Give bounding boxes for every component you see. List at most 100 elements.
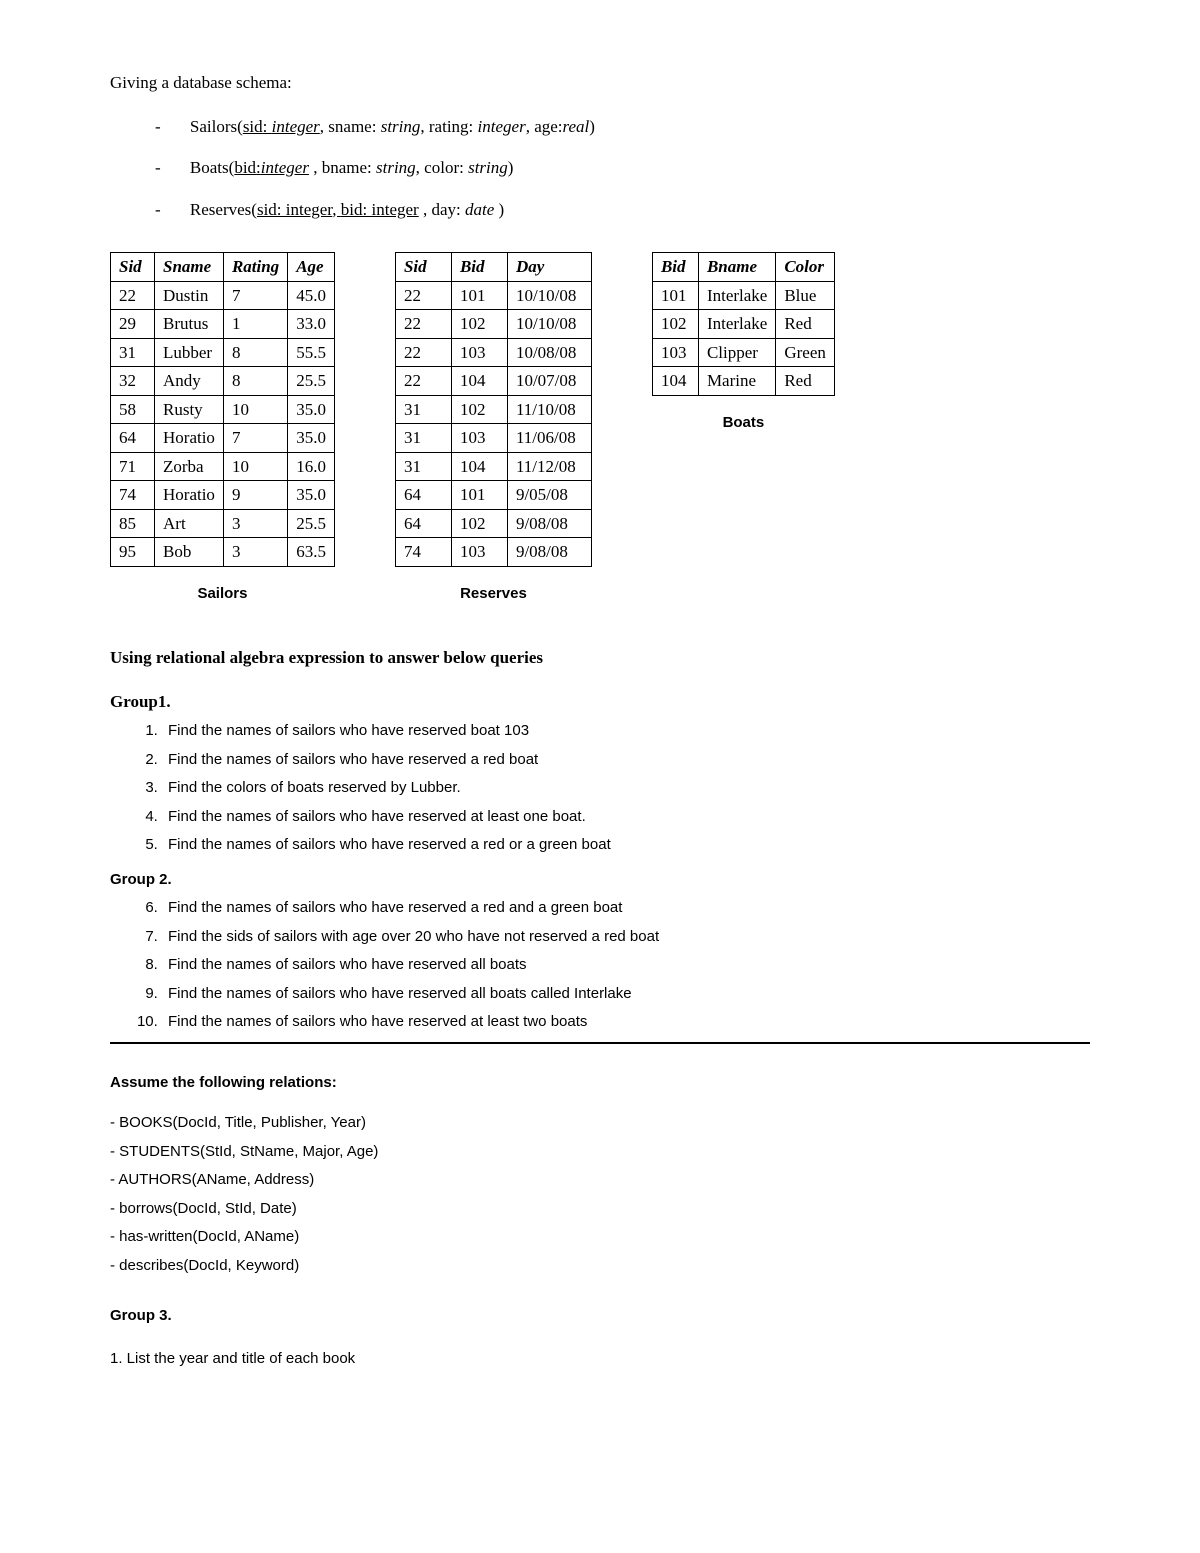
relations-title: Assume the following relations: [110, 1072, 1090, 1095]
table-row: 641029/08/08 [395, 509, 591, 538]
table-cell: Bob [155, 538, 224, 567]
table-cell: 55.5 [288, 338, 335, 367]
table-row: 95Bob363.5 [111, 538, 335, 567]
table-cell: 10/08/08 [507, 338, 591, 367]
table-cell: 31 [395, 452, 451, 481]
boats-table-block: BidBnameColor 101InterlakeBlue102Interla… [652, 252, 835, 434]
table-cell: 10/10/08 [507, 310, 591, 339]
table-row: 3110411/12/08 [395, 452, 591, 481]
table-cell: 103 [652, 338, 698, 367]
table-cell: 11/12/08 [507, 452, 591, 481]
table-cell: 104 [451, 367, 507, 396]
list-item: Find the names of sailors who have reser… [162, 749, 1090, 772]
table-row: 31Lubber855.5 [111, 338, 335, 367]
table-row: 85Art325.5 [111, 509, 335, 538]
table-cell: Horatio [155, 481, 224, 510]
queries-title: Using relational algebra expression to a… [110, 645, 1090, 671]
table-header: Rating [223, 253, 287, 282]
table-cell: 3 [223, 509, 287, 538]
table-cell: 22 [395, 367, 451, 396]
list-item: Find the sids of sailors with age over 2… [162, 926, 1090, 949]
tables-row: SidSnameRatingAge 22Dustin745.029Brutus1… [110, 252, 1090, 605]
list-item: Find the names of sailors who have reser… [162, 834, 1090, 857]
group2-label: Group 2. [110, 869, 1090, 892]
table-cell: 35.0 [288, 424, 335, 453]
table-header: Bid [652, 253, 698, 282]
table-cell: 31 [395, 395, 451, 424]
table-header: Day [507, 253, 591, 282]
table-cell: Horatio [155, 424, 224, 453]
table-cell: 74 [395, 538, 451, 567]
table-cell: 95 [111, 538, 155, 567]
table-cell: Marine [698, 367, 775, 396]
table-cell: 104 [451, 452, 507, 481]
table-cell: 101 [451, 281, 507, 310]
table-cell: 22 [395, 338, 451, 367]
table-row: 32Andy825.5 [111, 367, 335, 396]
table-header: Age [288, 253, 335, 282]
table-cell: 11/06/08 [507, 424, 591, 453]
schema-sailors: Sailors(sid: integer, sname: string, rat… [155, 114, 1090, 140]
table-cell: 3 [223, 538, 287, 567]
table-cell: Rusty [155, 395, 224, 424]
table-cell: 9/05/08 [507, 481, 591, 510]
table-cell: 10/07/08 [507, 367, 591, 396]
table-row: 71Zorba1016.0 [111, 452, 335, 481]
table-cell: 103 [451, 424, 507, 453]
table-cell: 32 [111, 367, 155, 396]
table-row: 2210110/10/08 [395, 281, 591, 310]
intro-text: Giving a database schema: [110, 70, 1090, 96]
table-cell: Art [155, 509, 224, 538]
table-cell: Interlake [698, 281, 775, 310]
table-cell: Interlake [698, 310, 775, 339]
list-item: Find the names of sailors who have reser… [162, 1011, 1090, 1034]
table-cell: 22 [111, 281, 155, 310]
table-cell: Andy [155, 367, 224, 396]
table-cell: 102 [451, 395, 507, 424]
table-cell: 58 [111, 395, 155, 424]
table-row: 641019/05/08 [395, 481, 591, 510]
list-item: Find the names of sailors who have reser… [162, 720, 1090, 743]
reserves-table-block: SidBidDay 2210110/10/082210210/10/082210… [395, 252, 592, 605]
group1-list: Find the names of sailors who have reser… [110, 720, 1090, 857]
table-cell: 85 [111, 509, 155, 538]
table-cell: 64 [395, 509, 451, 538]
table-cell: 29 [111, 310, 155, 339]
table-cell: Green [776, 338, 835, 367]
table-cell: 11/10/08 [507, 395, 591, 424]
table-cell: Red [776, 310, 835, 339]
table-cell: 10 [223, 452, 287, 481]
table-cell: 64 [111, 424, 155, 453]
table-row: 101InterlakeBlue [652, 281, 834, 310]
table-header: Sid [395, 253, 451, 282]
sailors-table: SidSnameRatingAge 22Dustin745.029Brutus1… [110, 252, 335, 567]
list-item: Find the names of sailors who have reser… [162, 897, 1090, 920]
list-item: Find the names of sailors who have reser… [162, 806, 1090, 829]
table-cell: 10/10/08 [507, 281, 591, 310]
table-cell: 102 [451, 509, 507, 538]
table-cell: 7 [223, 424, 287, 453]
table-cell: 101 [451, 481, 507, 510]
reserves-caption: Reserves [460, 583, 527, 606]
table-cell: 22 [395, 281, 451, 310]
boats-caption: Boats [723, 412, 765, 435]
table-cell: 63.5 [288, 538, 335, 567]
group3-list: 1. List the year and title of each book [110, 1348, 1090, 1371]
table-cell: 104 [652, 367, 698, 396]
table-cell: 22 [395, 310, 451, 339]
table-cell: 1 [223, 310, 287, 339]
list-item: Find the colors of boats reserved by Lub… [162, 777, 1090, 800]
list-item: Find the names of sailors who have reser… [162, 983, 1090, 1006]
table-cell: 74 [111, 481, 155, 510]
table-cell: 25.5 [288, 367, 335, 396]
table-cell: 31 [395, 424, 451, 453]
table-cell: 35.0 [288, 395, 335, 424]
table-header: Bname [698, 253, 775, 282]
table-cell: 103 [451, 538, 507, 567]
table-row: 3110211/10/08 [395, 395, 591, 424]
reserves-table: SidBidDay 2210110/10/082210210/10/082210… [395, 252, 592, 567]
table-row: 3110311/06/08 [395, 424, 591, 453]
divider [110, 1042, 1090, 1044]
table-row: 104MarineRed [652, 367, 834, 396]
table-cell: 102 [652, 310, 698, 339]
